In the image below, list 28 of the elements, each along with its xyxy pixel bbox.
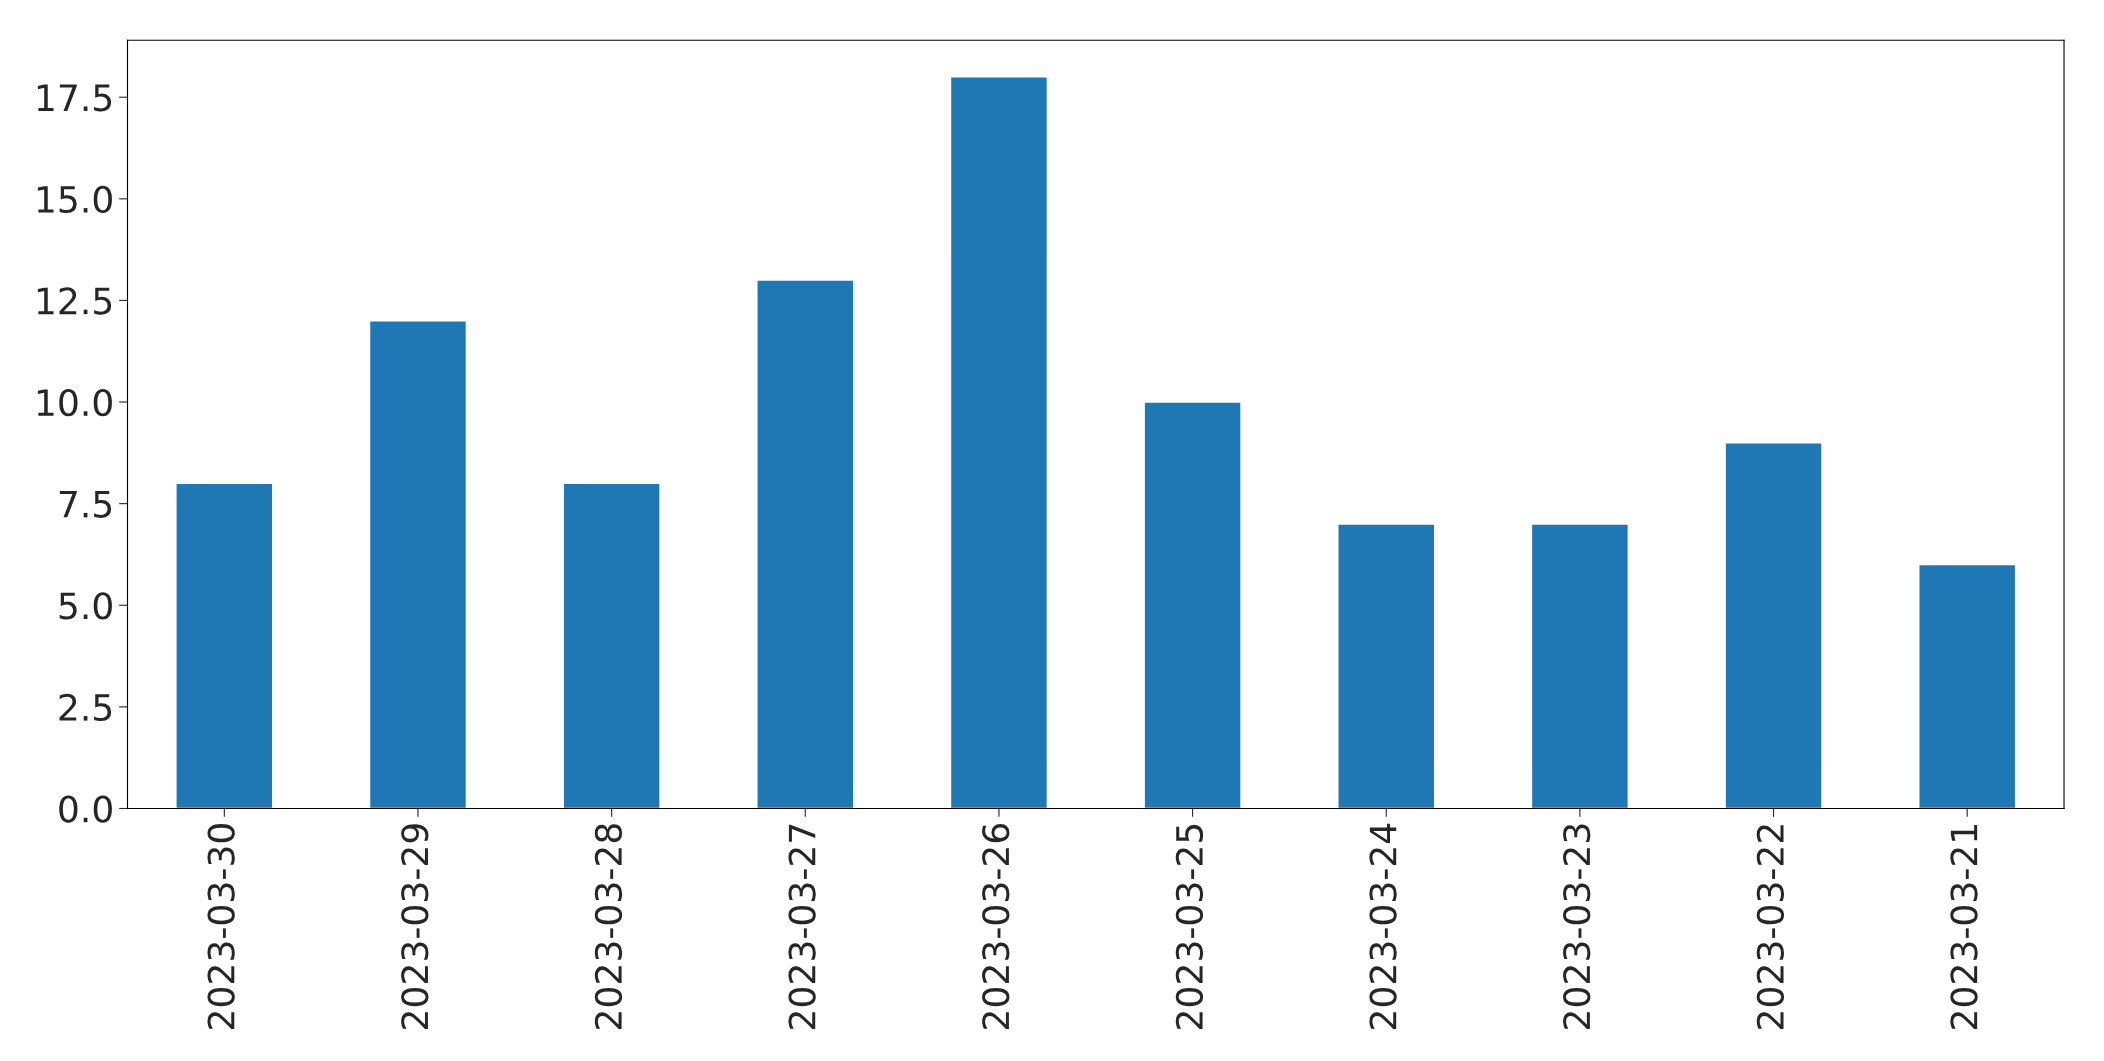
x-tick-label: 2023-03-25 — [1175, 824, 1204, 1029]
bar — [756, 279, 855, 809]
bar — [1918, 563, 2017, 809]
y-tick-label: 5.0 — [59, 592, 112, 620]
bar — [562, 482, 661, 809]
bar — [175, 482, 274, 809]
bar — [1337, 523, 1436, 809]
x-tick-label: 2023-03-21 — [1950, 825, 1978, 1029]
y-tick-label: 15.0 — [37, 185, 112, 214]
x-tick-label: 2023-03-30 — [207, 824, 235, 1029]
bar — [368, 320, 468, 809]
y-tick-label: 17.5 — [37, 84, 112, 112]
bar — [949, 76, 1049, 809]
bar — [1724, 441, 1823, 809]
y-tick-label: 0.0 — [59, 795, 112, 823]
y-tick-label: 7.5 — [59, 491, 112, 518]
x-tick-label: 2023-03-27 — [788, 824, 816, 1029]
x-tick-label: 2023-03-24 — [1369, 823, 1397, 1029]
bar — [1530, 523, 1630, 809]
y-tick-label: 10.0 — [37, 388, 112, 417]
x-tick-label: 2023-03-29 — [401, 824, 429, 1029]
x-tick-label: 2023-03-26 — [982, 823, 1010, 1029]
x-tick-label: 2023-03-22 — [1756, 825, 1785, 1029]
y-tick-label: 12.5 — [37, 287, 112, 315]
y-tick-label: 2.5 — [59, 693, 112, 722]
x-tick-label: 2023-03-23 — [1563, 824, 1591, 1029]
x-tick-label: 2023-03-28 — [594, 824, 623, 1029]
bar — [1143, 401, 1242, 809]
